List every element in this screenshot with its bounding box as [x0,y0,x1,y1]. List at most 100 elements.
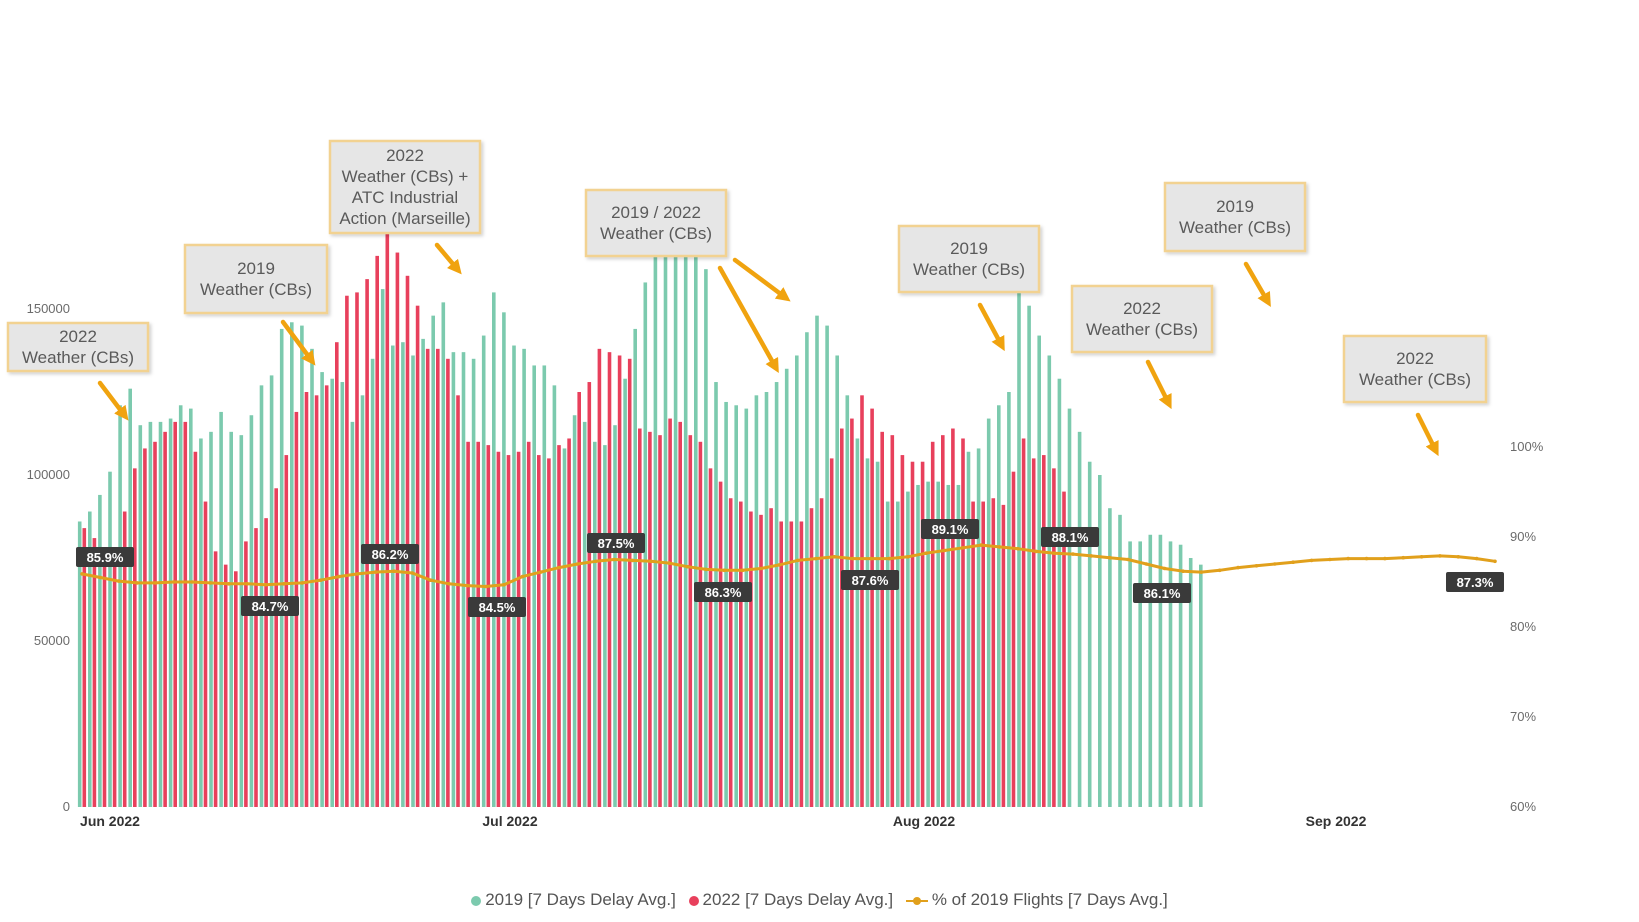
bar-2022[interactable] [1042,455,1046,807]
bar-2022[interactable] [688,435,693,807]
bar-2019[interactable] [754,395,759,807]
bar-2022[interactable] [102,548,107,807]
pct-point[interactable] [1438,554,1442,558]
bar-2019[interactable] [825,325,829,807]
bar-2022[interactable] [82,528,87,807]
bar-2019[interactable] [572,415,577,807]
pct-point[interactable] [557,565,561,570]
bar-2022[interactable] [355,292,359,807]
bar-2022[interactable] [930,441,935,807]
bar-2019[interactable] [512,345,516,807]
bar-2019[interactable] [916,484,920,807]
bar-2019[interactable] [653,222,658,807]
bar-2019[interactable] [148,421,153,807]
pct-point[interactable] [649,559,653,564]
bar-2019[interactable] [401,342,405,807]
bar-2019[interactable] [815,315,819,807]
bar-2022[interactable] [961,438,965,807]
bar-2019[interactable] [451,352,456,807]
bar-2022[interactable] [627,358,632,807]
pct-point[interactable] [318,578,323,582]
bar-2019[interactable] [411,355,415,807]
bar-2019[interactable] [582,421,587,807]
bar-2019[interactable] [976,448,981,807]
bar-2019[interactable] [209,431,213,807]
bar-2022[interactable] [920,461,925,807]
bar-2022[interactable] [244,541,248,807]
bar-2019[interactable] [320,372,324,807]
bar-2019[interactable] [593,441,597,807]
pct-point[interactable] [722,568,727,573]
bar-2022[interactable] [577,392,581,807]
bar-2022[interactable] [466,441,470,807]
bar-2022[interactable] [860,395,864,807]
bar-2022[interactable] [638,428,642,807]
pct-point[interactable] [171,580,176,584]
bar-2019[interactable] [562,448,567,807]
pct-point[interactable] [263,582,268,587]
pct-point[interactable] [392,569,396,573]
bar-2022[interactable] [516,451,521,807]
bar-2019[interactable] [1087,461,1092,807]
bar-2019[interactable] [118,405,122,807]
bar-2019[interactable] [926,481,930,807]
bar-2022[interactable] [92,538,97,807]
pct-point[interactable] [1346,556,1350,561]
bar-2019[interactable] [875,461,880,807]
pct-point[interactable] [116,579,121,583]
bar-2019[interactable] [1007,392,1011,807]
pct-point[interactable] [1493,559,1497,564]
pct-point[interactable] [1107,555,1112,560]
pct-point[interactable] [1089,554,1094,558]
bar-2022[interactable] [759,514,763,807]
bar-2022[interactable] [153,441,157,807]
bar-2019[interactable] [936,481,940,807]
bar-2019[interactable] [481,335,486,807]
bar-2022[interactable] [173,421,177,807]
pct-point[interactable] [1217,568,1222,573]
bar-2019[interactable] [623,378,627,807]
bar-2019[interactable] [966,451,971,807]
bar-2019[interactable] [108,471,112,807]
legend-item-pct[interactable]: % of 2019 Flights [7 Days Avg.] [905,890,1168,910]
bar-2019[interactable] [98,494,102,807]
bar-2019[interactable] [1108,508,1112,807]
pct-point[interactable] [1291,560,1295,564]
pct-point[interactable] [465,583,470,588]
bar-2019[interactable] [835,355,839,807]
bar-2019[interactable] [845,395,850,807]
bar-2022[interactable] [991,498,996,807]
pct-point[interactable] [997,545,1002,549]
bar-2022[interactable] [122,511,127,807]
bar-2019[interactable] [1138,541,1142,807]
bar-2022[interactable] [809,508,814,807]
bar-2019[interactable] [1037,335,1041,807]
pct-point[interactable] [740,568,745,573]
bar-2019[interactable] [370,358,375,807]
pct-point[interactable] [135,581,139,585]
bar-2022[interactable] [365,279,369,807]
pct-point[interactable] [538,570,543,574]
bar-2019[interactable] [1148,534,1153,807]
bar-2019[interactable] [340,382,345,807]
bar-2019[interactable] [1128,541,1132,807]
bar-2022[interactable] [678,421,682,807]
bar-2022[interactable] [537,455,541,807]
pct-point[interactable] [282,582,286,586]
bar-2019[interactable] [199,438,203,807]
pct-point[interactable] [850,556,855,561]
pct-point[interactable] [685,564,690,569]
bar-2019[interactable] [997,405,1001,807]
bar-2022[interactable] [718,481,723,807]
bar-2019[interactable] [542,365,547,807]
bar-2022[interactable] [1031,458,1036,807]
bar-2022[interactable] [951,428,955,807]
bar-2022[interactable] [910,461,915,807]
bar-2022[interactable] [163,431,167,807]
bar-2022[interactable] [112,554,117,807]
bar-2019[interactable] [1067,408,1072,807]
pct-point[interactable] [887,556,892,561]
bar-2019[interactable] [279,328,284,807]
bar-2019[interactable] [663,199,668,807]
bar-2022[interactable] [799,521,804,807]
